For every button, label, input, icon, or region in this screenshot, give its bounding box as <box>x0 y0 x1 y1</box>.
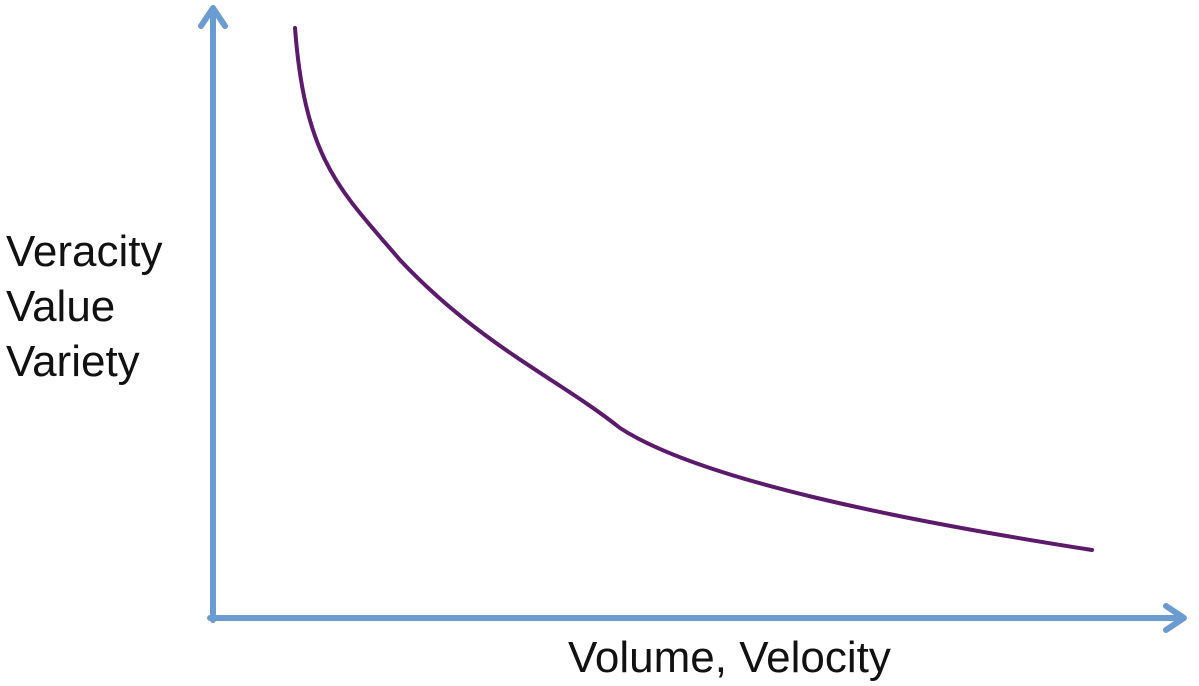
y-axis-arrowhead <box>198 5 228 29</box>
y-axis-label-veracity: Veracity <box>6 227 163 276</box>
x-axis-label: Volume, Velocity <box>568 633 891 682</box>
y-axis-label-variety: Variety <box>6 337 140 386</box>
y-axis <box>198 5 228 623</box>
y-axis-label-value: Value <box>6 282 116 331</box>
tradeoff-curve <box>293 26 1094 552</box>
x-axis <box>207 603 1187 633</box>
x-axis-arrowhead <box>1163 603 1187 633</box>
